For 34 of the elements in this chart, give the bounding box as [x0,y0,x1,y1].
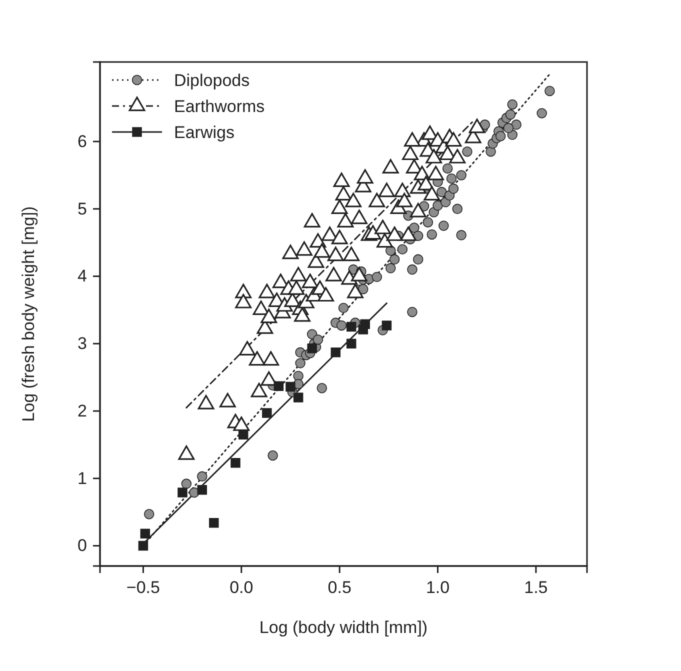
y-tick-label: 0 [78,536,87,556]
legend-label: Earwigs [174,123,234,142]
y-axis-title: Log (fresh body weight [mg]) [19,206,38,422]
x-tick-label: 0.5 [328,578,352,598]
point [274,381,284,391]
point [346,322,356,332]
x-tick-label: −0.5 [126,578,160,598]
point [307,343,317,354]
x-tick-label: 1.5 [524,578,548,598]
point [293,392,304,402]
point [262,408,272,418]
y-tick-label: 3 [78,334,87,354]
point [330,348,341,358]
point [197,484,207,495]
point [209,518,219,528]
point [178,488,188,498]
x-tick-label: 1.0 [426,578,450,598]
point [346,338,356,349]
legend-label: Diplopods [174,71,250,90]
point [140,528,150,539]
y-tick-label: 1 [78,468,87,488]
point [360,319,370,329]
y-tick-label: 6 [78,132,87,151]
point [138,540,148,551]
x-tick-label: 0.0 [230,578,254,598]
y-tick-label: 5 [78,199,87,218]
point [382,320,392,330]
point [230,458,240,468]
y-tick-label: 4 [78,266,87,286]
x-axis-title: Log (body width [mm]) [259,618,428,637]
point [238,430,248,440]
point [286,382,296,392]
legend-label: Earthworms [174,97,265,116]
y-tick-label: 2 [78,401,87,420]
